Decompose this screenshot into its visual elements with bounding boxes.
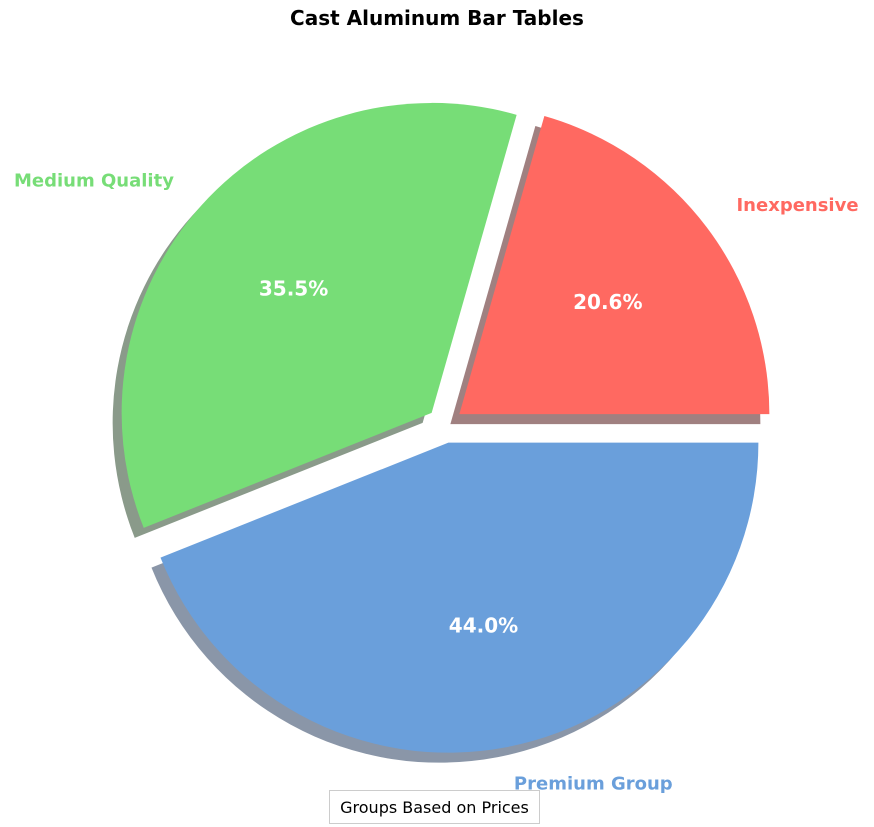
inexpensive-slice[interactable] [459,116,770,415]
inexpensive-percent-label: 20.6% [573,290,642,314]
legend-title: Groups Based on Prices [340,797,529,817]
inexpensive-category-label: Inexpensive [736,195,858,216]
premium-group-percent-label: 44.0% [449,613,518,637]
premium-group-category-label: Premium Group [514,774,673,795]
medium-quality-percent-label: 35.5% [259,276,328,300]
premium-group-slice[interactable] [160,442,759,753]
medium-quality-slice[interactable] [121,102,517,528]
chart-title: Cast Aluminum Bar Tables [290,6,584,30]
legend-box: Groups Based on Prices [329,790,540,824]
pie-slices [121,102,770,753]
medium-quality-category-label: Medium Quality [14,170,174,191]
pie-labels: 20.6% Inexpensive 35.5% Medium Quality 44.0%… [14,170,859,794]
